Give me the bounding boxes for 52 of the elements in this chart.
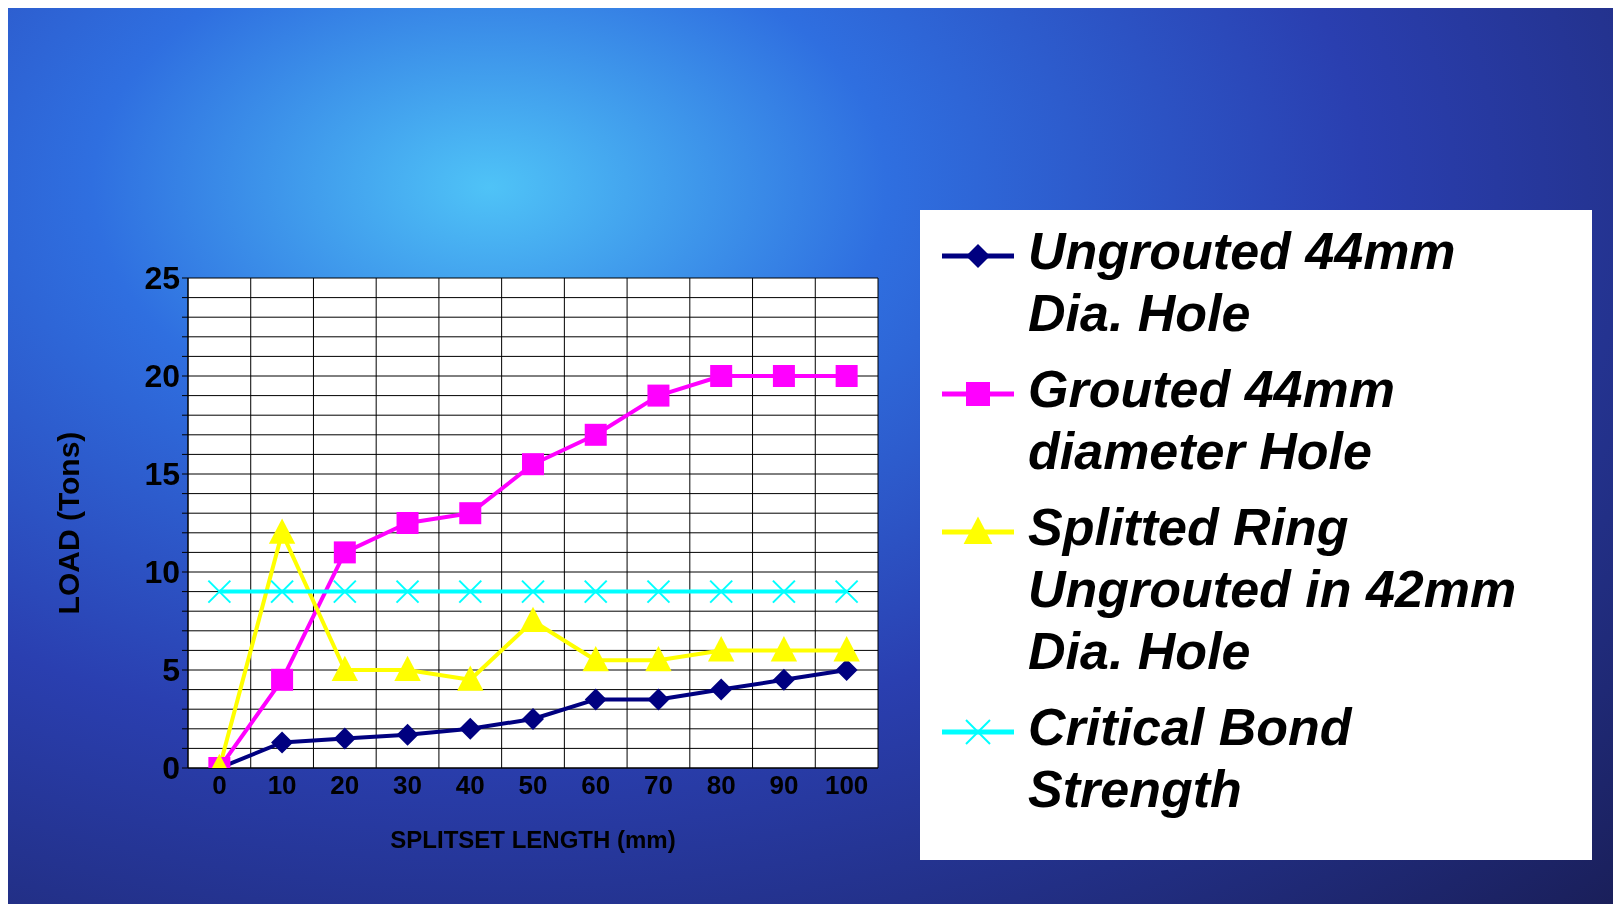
x-tick-label: 50 — [518, 770, 548, 801]
point — [271, 731, 294, 754]
legend-label: Splitted Ring Ungrouted in 42mm Dia. Hole — [1028, 497, 1518, 682]
point — [707, 636, 735, 662]
x-tick-label: 70 — [643, 770, 673, 801]
x-tick-label: 90 — [769, 770, 799, 801]
point — [710, 365, 733, 387]
point — [522, 453, 544, 476]
y-tick-label: 5 — [162, 652, 180, 689]
point — [710, 678, 733, 701]
x-tick-label: 80 — [706, 770, 736, 801]
point — [833, 636, 860, 662]
y-axis-title: LOAD (Tons) — [51, 431, 85, 615]
point — [584, 423, 607, 446]
x-tick-label: 40 — [455, 770, 485, 801]
point — [772, 365, 795, 387]
legend-label: Ungrouted 44mm Dia. Hole — [1028, 221, 1457, 344]
point — [396, 723, 419, 746]
x-tick-label: 0 — [212, 770, 227, 801]
y-tick-label: 10 — [144, 554, 180, 591]
point — [584, 688, 607, 711]
x-tick-label: 10 — [267, 770, 297, 801]
y-tick-label: 15 — [144, 456, 180, 493]
legend-label: Critical Bond Strength — [1028, 697, 1354, 820]
legend-label: Grouted 44mm diameter Hole — [1028, 359, 1396, 482]
point — [268, 518, 296, 544]
point — [459, 502, 482, 525]
point — [647, 688, 670, 711]
x-tick-label: 20 — [330, 770, 360, 801]
x-tick-label: 30 — [393, 770, 423, 801]
point — [770, 636, 798, 662]
point — [772, 668, 795, 691]
point — [835, 659, 858, 681]
x-axis-title: SPLITSET LENGTH (mm) — [390, 826, 676, 853]
point — [647, 384, 670, 407]
point — [333, 727, 356, 750]
point — [396, 512, 419, 534]
point — [331, 655, 359, 681]
y-tick-label: 25 — [144, 260, 180, 297]
point — [582, 645, 609, 672]
point — [394, 655, 421, 681]
x-tick-label: 100 — [824, 770, 869, 801]
point — [333, 541, 356, 564]
point — [519, 606, 547, 632]
y-tick-label: 20 — [144, 358, 180, 395]
point — [645, 645, 672, 672]
x-tick-label: 60 — [581, 770, 611, 801]
point — [522, 708, 544, 730]
point — [459, 717, 482, 740]
point — [835, 365, 858, 387]
point — [457, 665, 484, 691]
point — [271, 668, 294, 691]
